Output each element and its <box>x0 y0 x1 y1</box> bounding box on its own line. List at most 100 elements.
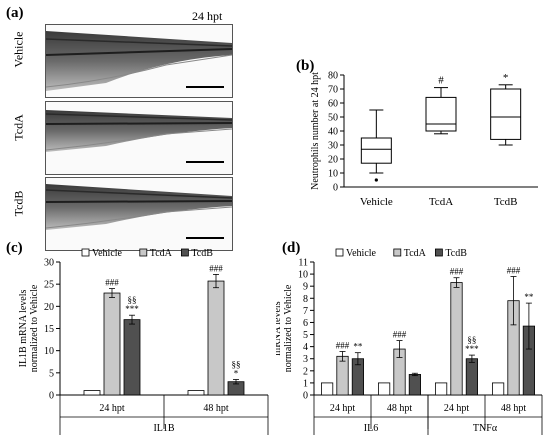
box <box>490 88 522 140</box>
bar <box>434 382 448 396</box>
y-tick-label: 60 <box>328 99 338 110</box>
significance-mark: ### <box>450 267 464 277</box>
micro-label-tcdb: TcdB <box>11 190 26 217</box>
group-label: 48 hpt <box>203 403 229 414</box>
y-tick-label: 1 <box>303 378 308 389</box>
bar <box>408 374 421 396</box>
significance-mark: ### <box>209 263 223 273</box>
bar <box>187 390 205 396</box>
group-label: 24 hpt <box>330 403 356 414</box>
box <box>425 96 457 132</box>
y-tick-label: 5 <box>49 368 54 379</box>
significance-mark: # <box>438 75 444 87</box>
group-label: 24 hpt <box>444 403 470 414</box>
y-tick-label: 70 <box>328 85 338 96</box>
legend-swatch <box>335 248 344 257</box>
gene-label: IL6 <box>364 423 378 434</box>
y-tick-label: 2 <box>303 366 308 377</box>
y-tick-label: 0 <box>303 391 308 402</box>
y-tick-label: 9 <box>303 282 308 293</box>
legend-swatch <box>81 248 90 257</box>
y-axis-label: IL1B mRNA levels <box>18 290 29 368</box>
micro-image-tcdb <box>45 177 233 251</box>
category-label: Vehicle <box>360 196 393 208</box>
y-tick-label: 4 <box>303 342 308 353</box>
y-tick-label: 25 <box>44 280 54 291</box>
micro-image-vehicle <box>45 24 233 98</box>
category-label: TcdA <box>429 196 453 208</box>
significance-mark: §§ <box>128 295 137 305</box>
outlier-point <box>374 178 378 182</box>
y-tick-label: 15 <box>44 324 54 335</box>
bar <box>321 382 334 396</box>
group-label: 48 hpt <box>501 403 527 414</box>
y-tick-label: 7 <box>303 306 308 317</box>
panel-c-letter: (c) <box>6 240 23 256</box>
significance-mark: ** <box>353 342 363 352</box>
significance-mark: §§ <box>467 335 476 345</box>
bar <box>123 319 141 396</box>
bar <box>83 390 101 396</box>
category-label: TcdB <box>494 196 518 208</box>
bar <box>207 280 225 396</box>
y-tick-label: 10 <box>44 346 54 357</box>
y-tick-label: 30 <box>44 258 54 269</box>
bar <box>465 358 478 396</box>
legend-entry: TcdB <box>191 248 213 259</box>
y-axis-label: normalized to Vehicle <box>283 284 294 372</box>
y-axis-label: normalized to Vehicle <box>29 284 40 372</box>
group-label: 48 hpt <box>387 403 413 414</box>
group-label: 24 hpt <box>99 403 125 414</box>
legend-entry: TcdB <box>445 248 467 259</box>
micro-label-tcda: TcdA <box>11 114 26 141</box>
y-tick-label: 80 <box>328 71 338 82</box>
significance-mark: *** <box>125 304 139 314</box>
legend-swatch <box>393 248 402 257</box>
panel-a-letter: (a) <box>6 5 24 21</box>
significance-mark: ### <box>393 330 407 340</box>
significance-mark: *** <box>465 344 479 354</box>
y-tick-label: 20 <box>328 155 338 166</box>
y-tick-label: 40 <box>328 127 338 138</box>
significance-mark: ### <box>336 340 350 350</box>
significance-mark: ** <box>524 292 534 302</box>
y-axis-label: Neutrophils number at 24 hpt <box>310 72 321 190</box>
box <box>360 137 392 164</box>
y-tick-label: 0 <box>333 183 338 194</box>
gene-label: IL1B <box>153 423 174 434</box>
significance-mark: * <box>234 368 239 378</box>
micro-label-vehicle: Vehicle <box>11 31 26 68</box>
y-tick-label: 50 <box>328 113 338 124</box>
significance-mark: ### <box>105 278 119 288</box>
legend-swatch <box>139 248 148 257</box>
significance-mark: * <box>503 72 509 84</box>
bar <box>491 382 505 396</box>
legend-swatch <box>434 248 443 257</box>
y-tick-label: 5 <box>303 330 308 341</box>
significance-mark: §§ <box>232 359 241 369</box>
y-tick-label: 10 <box>328 169 338 180</box>
legend-entry: Vehicle <box>346 248 377 259</box>
y-tick-label: 6 <box>303 318 308 329</box>
y-tick-label: 11 <box>298 258 308 269</box>
y-tick-label: 10 <box>298 270 308 281</box>
significance-mark: ### <box>507 266 521 276</box>
panel-d-letter: (d) <box>282 240 301 256</box>
panel-a-timepoint: 24 hpt <box>192 9 223 23</box>
y-tick-label: 30 <box>328 141 338 152</box>
legend-entry: Vehicle <box>92 248 123 259</box>
bar-chart-il1b: 0 5 10 15 20 25 30 IL1B mRNA levels normalized t… <box>18 248 269 435</box>
micro-image-tcda <box>45 101 233 175</box>
y-tick-label: 3 <box>303 354 308 365</box>
legend-swatch <box>180 248 189 257</box>
y-tick-label: 20 <box>44 302 54 313</box>
legend-entry: TcdA <box>150 248 173 259</box>
y-axis-label: mRNA levels <box>276 301 283 355</box>
y-tick-label: 8 <box>303 294 308 305</box>
bar <box>103 292 121 396</box>
bar <box>378 382 391 396</box>
gene-label: TNFα <box>473 423 498 434</box>
legend-entry: TcdA <box>404 248 427 259</box>
bar <box>450 282 463 396</box>
